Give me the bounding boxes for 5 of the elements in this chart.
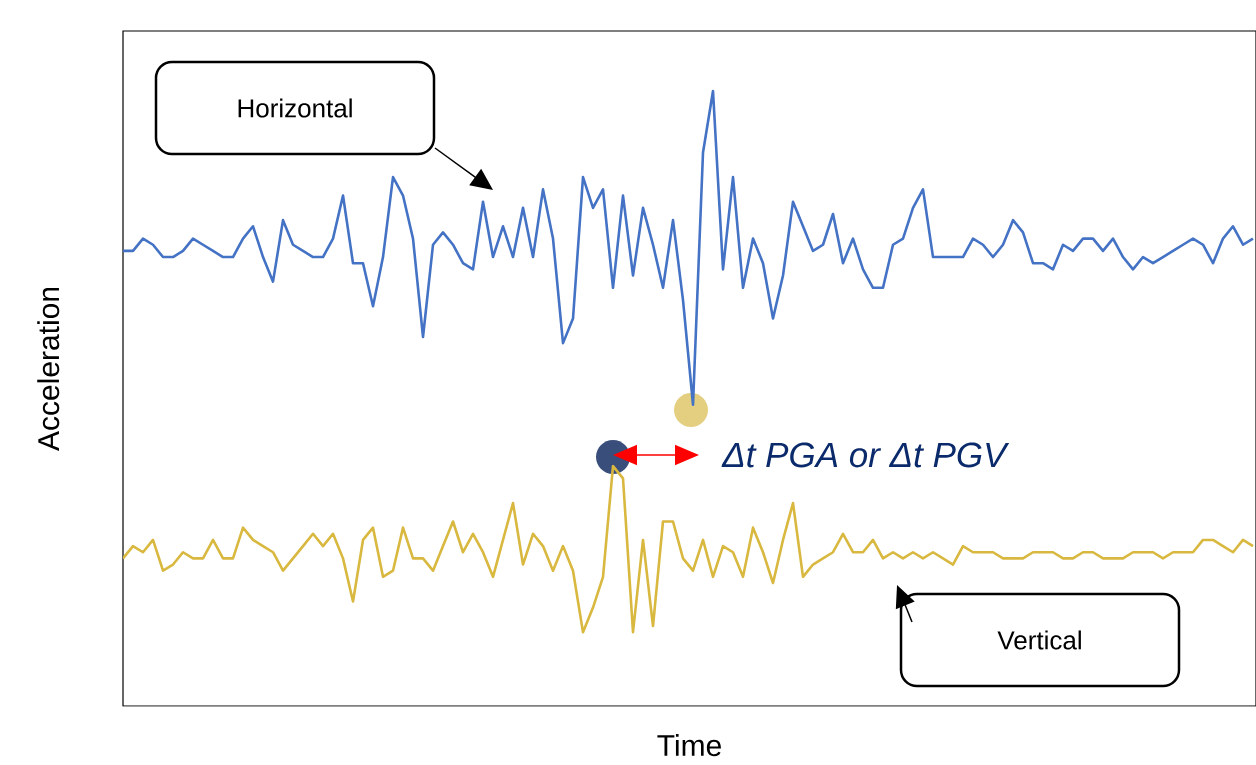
annotation: Δt PGA or Δt PGV (721, 442, 1010, 468)
text: Horizontal (238, 98, 352, 118)
text: Vertical (997, 630, 1081, 650)
x-axis-title: Time (657, 734, 721, 757)
y-axis-title: Acceleration (37, 287, 60, 451)
